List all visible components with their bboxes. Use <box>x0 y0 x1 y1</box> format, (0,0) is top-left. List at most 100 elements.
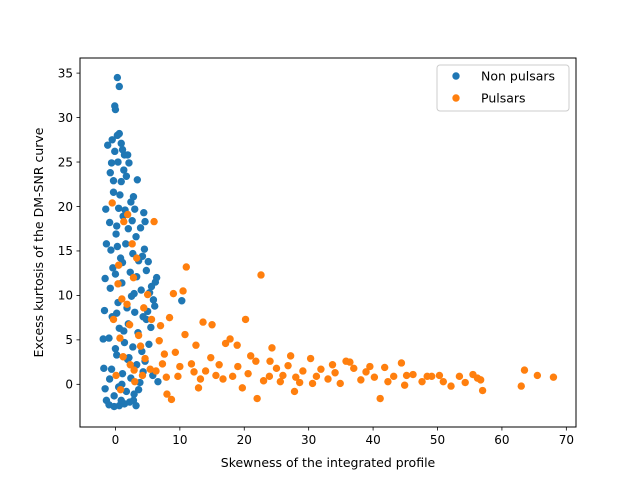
x-tick-label: 70 <box>559 433 574 447</box>
data-point <box>194 384 203 392</box>
data-point <box>140 245 149 253</box>
data-point <box>117 177 125 186</box>
data-point <box>122 240 130 248</box>
data-point <box>108 136 116 144</box>
data-point <box>141 354 149 363</box>
data-point <box>520 366 529 374</box>
legend: Non pulsars Pulsars <box>436 64 570 112</box>
data-point <box>259 377 268 385</box>
data-point <box>286 352 295 360</box>
data-point <box>402 371 411 380</box>
data-point <box>105 334 113 342</box>
data-point <box>357 376 365 384</box>
data-point <box>111 345 120 353</box>
data-point <box>126 361 134 369</box>
data-point <box>117 139 125 148</box>
series-layer <box>99 73 558 411</box>
data-point <box>290 387 299 396</box>
data-point <box>400 381 409 389</box>
legend-label-non-pulsars: Non pulsars <box>481 69 555 84</box>
data-point <box>228 372 237 381</box>
data-point <box>151 302 159 310</box>
data-point <box>107 159 116 167</box>
data-point <box>171 348 180 357</box>
data-point <box>312 372 321 381</box>
data-point <box>109 188 118 196</box>
data-point <box>113 222 121 230</box>
data-point <box>447 382 455 390</box>
data-point <box>122 387 131 396</box>
data-point <box>142 315 151 324</box>
data-point <box>469 370 477 379</box>
data-point <box>212 371 220 380</box>
data-point <box>221 339 230 348</box>
y-tick-label: 10 <box>58 289 73 303</box>
axes-frame <box>79 57 577 428</box>
data-point <box>132 401 140 410</box>
data-point <box>115 82 123 91</box>
data-point <box>130 390 138 398</box>
data-point <box>129 273 138 282</box>
data-point <box>113 242 122 251</box>
data-point <box>295 378 304 387</box>
data-point <box>127 198 135 206</box>
data-point <box>149 296 158 304</box>
x-axis-label: Skewness of the integrated profile <box>221 455 436 470</box>
data-point <box>120 338 129 347</box>
data-point <box>115 129 123 138</box>
data-point <box>116 191 124 199</box>
data-point <box>257 271 265 279</box>
data-point <box>107 246 115 254</box>
data-point <box>247 352 255 360</box>
data-point <box>105 375 114 383</box>
data-point <box>455 372 464 381</box>
data-point <box>114 261 123 269</box>
legend-marker-pulsars <box>452 94 460 102</box>
y-axis-label: Excess kurtosis of the DM-SNR curve <box>31 127 46 357</box>
data-point <box>143 290 152 299</box>
data-point <box>306 354 315 363</box>
data-point <box>266 357 274 365</box>
data-point <box>199 318 207 326</box>
data-point <box>150 217 158 226</box>
data-point <box>167 395 176 404</box>
data-point <box>99 335 107 343</box>
data-point <box>292 373 300 381</box>
data-point <box>128 217 136 225</box>
data-point <box>147 315 156 324</box>
data-point <box>136 342 145 350</box>
data-point <box>107 365 116 373</box>
data-point <box>125 159 133 167</box>
x-tick-label: 40 <box>365 433 380 447</box>
data-point <box>110 392 118 400</box>
data-point <box>123 210 132 219</box>
data-point <box>101 274 109 283</box>
data-point <box>109 315 118 324</box>
data-point <box>241 315 250 324</box>
data-point <box>196 375 205 383</box>
y-tick-label: 25 <box>58 155 73 169</box>
data-point <box>384 377 392 386</box>
data-point <box>234 362 242 371</box>
data-point <box>128 240 136 248</box>
data-point <box>137 286 145 294</box>
data-point <box>133 176 142 184</box>
data-point <box>279 371 287 380</box>
data-point <box>123 151 132 159</box>
data-point <box>142 266 151 275</box>
data-point <box>390 372 398 381</box>
data-point <box>114 280 122 288</box>
data-point <box>158 360 167 368</box>
data-point <box>176 362 184 371</box>
data-point <box>123 300 131 308</box>
data-point <box>549 373 558 381</box>
data-point <box>160 350 169 358</box>
x-tick-label: 50 <box>430 433 445 447</box>
data-point <box>118 295 126 303</box>
y-tick-label: 5 <box>65 333 73 347</box>
data-point <box>122 172 131 180</box>
data-point <box>169 289 178 298</box>
data-point <box>113 351 121 359</box>
data-point <box>308 379 317 388</box>
data-point <box>380 363 389 372</box>
